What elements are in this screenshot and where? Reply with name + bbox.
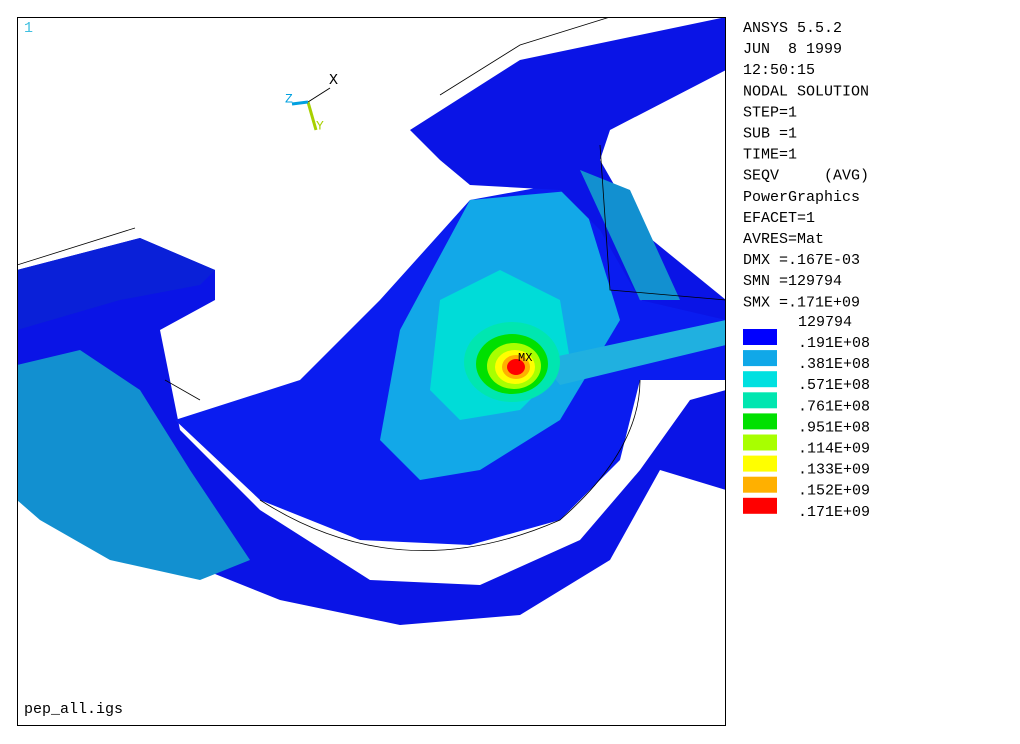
info-line: TIME=1 xyxy=(743,147,797,164)
viewport: 1 X Z Y MX pep_all.igs xyxy=(17,17,726,726)
info-line: SMX =.171E+09 xyxy=(743,294,860,311)
legend: 129794 .191E+08 .381E+08 .571E+08 .761E+08.… xyxy=(743,314,870,521)
info-line: AVRES=Mat xyxy=(743,231,824,248)
legend-swatch xyxy=(743,329,777,345)
legend-swatch xyxy=(743,455,777,472)
triad-label: X xyxy=(329,72,338,89)
info-panel: ANSYS 5.5.2 JUN 8 1999 12:50:15 NODAL SOLUT… xyxy=(743,20,869,311)
info-line: STEP=1 xyxy=(743,104,797,121)
legend-swatch xyxy=(743,371,777,388)
triad-label: Z xyxy=(285,91,293,106)
info-line: JUN 8 1999 xyxy=(743,41,842,58)
triad-axis xyxy=(307,87,331,103)
legend-swatch xyxy=(743,434,777,451)
legend-label: .133E+09 xyxy=(798,462,870,479)
legend-label: .761E+08 xyxy=(798,398,870,415)
info-line: 12:50:15 xyxy=(743,62,815,79)
flange-left xyxy=(17,238,215,330)
info-line: PowerGraphics xyxy=(743,189,860,206)
deformed-outline xyxy=(17,17,726,401)
legend-label: .381E+08 xyxy=(798,356,870,373)
legend-label: .152E+09 xyxy=(798,483,870,500)
legend-swatch xyxy=(743,476,777,493)
info-line: SMN =129794 xyxy=(743,273,842,290)
legend-label: .171E+09 xyxy=(798,504,870,521)
legend-label: .191E+08 xyxy=(798,335,870,352)
hotspot-core xyxy=(507,359,525,375)
edge-line xyxy=(259,379,641,551)
legend-swatch xyxy=(743,392,777,409)
legend-label: .114E+09 xyxy=(798,440,870,457)
info-line: DMX =.167E-03 xyxy=(743,252,860,269)
flange-right-face xyxy=(580,170,680,300)
stress-band xyxy=(540,320,726,385)
window-number: 1 xyxy=(24,20,33,37)
viewport-border xyxy=(17,17,726,726)
triad-axis xyxy=(291,100,309,106)
legend-label: .571E+08 xyxy=(798,377,870,394)
info-line: SEQV (AVG) xyxy=(743,168,869,185)
triad-axis xyxy=(306,101,318,131)
legend-swatch xyxy=(743,350,777,367)
max-marker: MX xyxy=(518,351,532,365)
legend-min-label: 129794 xyxy=(798,314,852,331)
info-line: EFACET=1 xyxy=(743,210,815,227)
legend-swatch xyxy=(743,413,777,430)
triad-label: Y xyxy=(316,118,324,133)
info-line: NODAL SOLUTION xyxy=(743,83,869,100)
info-line: SUB =1 xyxy=(743,125,797,142)
info-line: ANSYS 5.5.2 xyxy=(743,20,842,37)
file-name: pep_all.igs xyxy=(24,701,123,718)
legend-swatch xyxy=(743,497,777,514)
legend-label: .951E+08 xyxy=(798,419,870,436)
shell-face-left xyxy=(17,350,250,580)
